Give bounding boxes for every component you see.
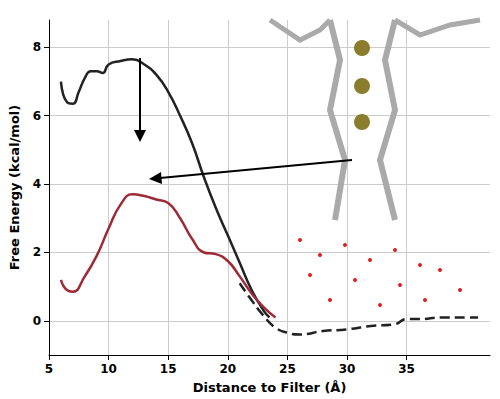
svg-text:35: 35 (398, 362, 415, 376)
svg-text:10: 10 (100, 362, 117, 376)
svg-text:2: 2 (33, 245, 41, 259)
svg-text:20: 20 (219, 362, 236, 376)
svg-text:30: 30 (339, 362, 356, 376)
svg-text:5: 5 (45, 362, 53, 376)
svg-text:15: 15 (160, 362, 177, 376)
svg-text:25: 25 (279, 362, 296, 376)
svg-text:6: 6 (33, 109, 41, 123)
svg-text:4: 4 (33, 177, 41, 191)
svg-text:8: 8 (33, 40, 41, 54)
svg-text:Free Energy (kcal/mol): Free Energy (kcal/mol) (7, 105, 22, 270)
svg-text:0: 0 (33, 314, 41, 328)
svg-text:Distance to Filter (Å): Distance to Filter (Å) (193, 380, 347, 395)
